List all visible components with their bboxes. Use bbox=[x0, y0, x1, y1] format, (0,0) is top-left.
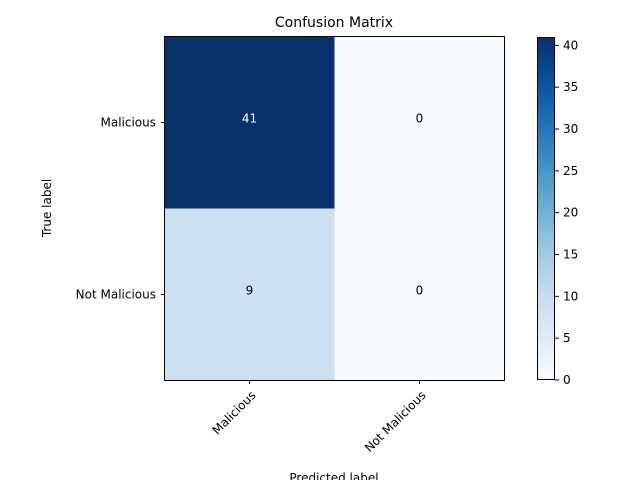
heatmap-cells bbox=[164, 36, 505, 381]
heatmap-cell bbox=[334, 208, 505, 381]
colorbar-tick-label: 30 bbox=[563, 122, 578, 136]
colorbar-tick-label: 10 bbox=[563, 289, 578, 303]
heatmap-cell bbox=[334, 36, 505, 209]
cell-value-label: 0 bbox=[416, 284, 424, 298]
colorbar-tick-label: 20 bbox=[563, 206, 578, 220]
colorbar-tick-label: 40 bbox=[563, 38, 578, 52]
x-tick-label: Not Malicious bbox=[362, 388, 429, 455]
colorbar-tick-label: 15 bbox=[563, 248, 578, 262]
y-axis-label: True label bbox=[40, 179, 54, 238]
colorbar-tick-label: 35 bbox=[563, 80, 578, 94]
cell-value-label: 0 bbox=[416, 112, 424, 126]
heatmap-cell bbox=[164, 36, 335, 209]
y-tick-label: Malicious bbox=[100, 116, 156, 130]
chart-title: Confusion Matrix bbox=[275, 15, 393, 31]
y-tick-label: Not Malicious bbox=[76, 288, 156, 302]
cell-value-label: 41 bbox=[242, 112, 257, 126]
colorbar-ticks: 0 5 10 15 20 25 30 35 40 bbox=[555, 38, 578, 387]
colorbar-tick-label: 5 bbox=[563, 331, 571, 345]
y-axis-ticks: Malicious Not Malicious bbox=[76, 116, 165, 302]
colorbar bbox=[537, 37, 555, 380]
colorbar-tick-label: 25 bbox=[563, 164, 578, 178]
x-axis-ticks: Malicious Not Malicious bbox=[209, 380, 429, 455]
colorbar-frame bbox=[537, 37, 555, 380]
plot-frame bbox=[164, 36, 505, 381]
heatmap-cell-labels: 41 0 9 0 bbox=[242, 112, 423, 298]
x-axis-label: Predicted label bbox=[289, 471, 378, 480]
cell-value-label: 9 bbox=[246, 284, 254, 298]
x-tick-label: Malicious bbox=[209, 388, 258, 437]
colorbar-tick-label: 0 bbox=[563, 373, 571, 387]
heatmap-cell bbox=[164, 208, 335, 381]
